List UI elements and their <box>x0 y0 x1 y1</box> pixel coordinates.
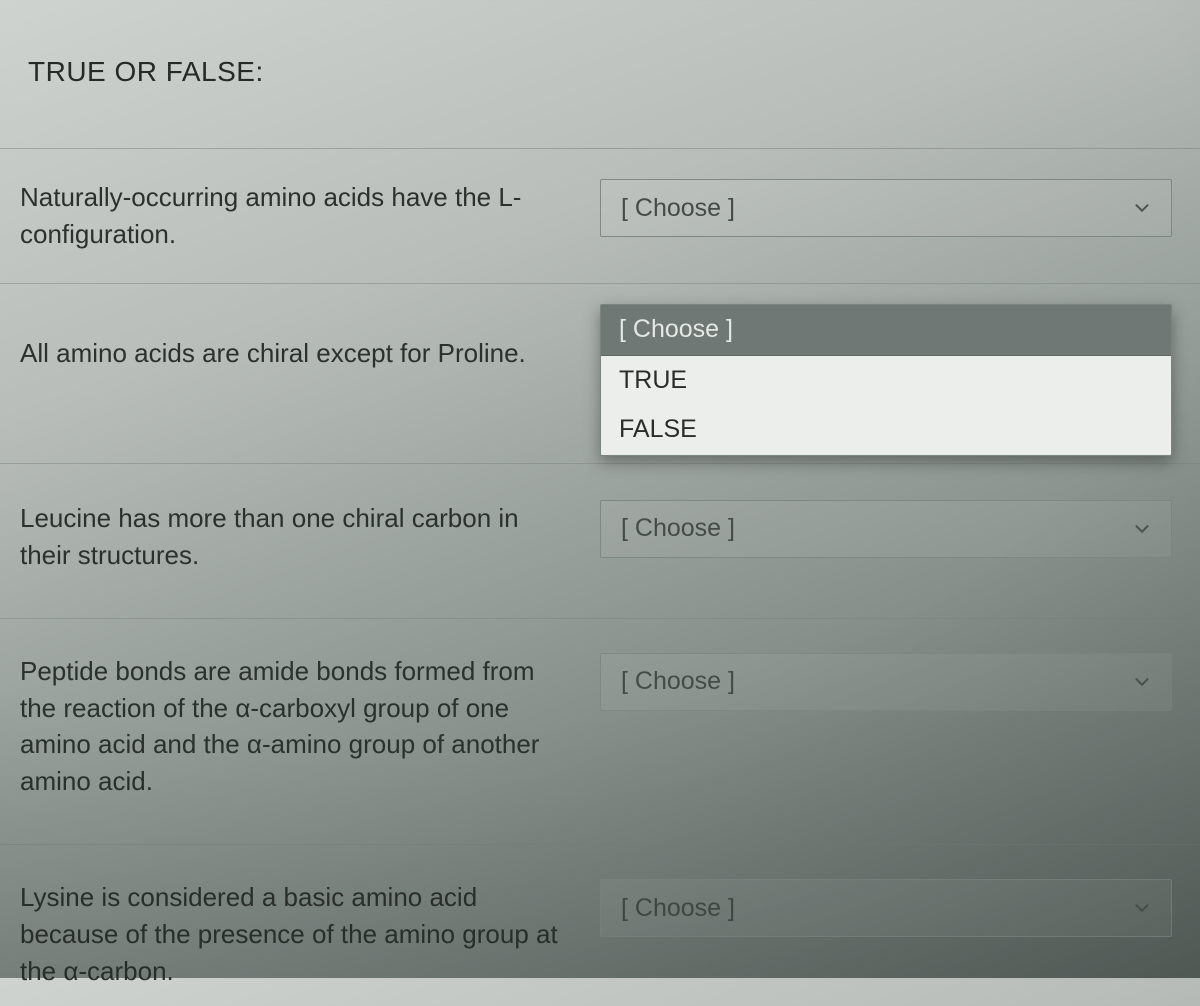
question-prompt: Leucine has more than one chiral carbon … <box>20 500 572 574</box>
answer-select[interactable]: [ Choose ] <box>600 179 1172 237</box>
chevron-down-icon <box>1131 518 1153 540</box>
question-row: Naturally-occurring amino acids have the… <box>0 149 1200 284</box>
select-value: [ Choose ] <box>621 667 735 696</box>
select-value: [ Choose ] <box>621 514 735 543</box>
title-block: TRUE OR FALSE: <box>0 0 1200 149</box>
question-row: Lysine is considered a basic amino acid … <box>0 845 1200 1006</box>
question-prompt: All amino acids are chiral except for Pr… <box>20 335 572 372</box>
chevron-down-icon <box>1131 671 1153 693</box>
answer-select[interactable]: [ Choose ] <box>600 500 1172 558</box>
chevron-down-icon <box>1131 197 1153 219</box>
answer-cell: [ Choose ] <box>600 179 1172 237</box>
page-title: TRUE OR FALSE: <box>28 56 1172 88</box>
answer-select-open[interactable]: [ Choose ] TRUE FALSE <box>600 304 1172 456</box>
answer-select[interactable]: [ Choose ] <box>600 653 1172 711</box>
answer-cell: [ Choose ] <box>600 653 1172 711</box>
question-prompt: Peptide bonds are amide bonds formed fro… <box>20 653 572 801</box>
question-prompt: Lysine is considered a basic amino acid … <box>20 879 572 990</box>
question-prompt: Naturally-occurring amino acids have the… <box>20 179 572 253</box>
select-option-true[interactable]: TRUE <box>601 356 1171 406</box>
answer-select[interactable]: [ Choose ] <box>600 879 1172 937</box>
select-value: [ Choose ] <box>621 194 735 223</box>
select-option-false[interactable]: FALSE <box>601 405 1171 455</box>
answer-cell: [ Choose ] <box>600 500 1172 558</box>
chevron-down-icon <box>1131 897 1153 919</box>
select-value: [ Choose ] <box>621 894 735 923</box>
select-option-placeholder[interactable]: [ Choose ] <box>601 305 1171 356</box>
answer-cell: [ Choose ] <box>600 879 1172 937</box>
quiz-card: TRUE OR FALSE: Naturally-occurring amino… <box>0 0 1200 1006</box>
question-row: All amino acids are chiral except for Pr… <box>0 284 1200 464</box>
question-row: Peptide bonds are amide bonds formed fro… <box>0 619 1200 846</box>
question-row: Leucine has more than one chiral carbon … <box>0 464 1200 619</box>
